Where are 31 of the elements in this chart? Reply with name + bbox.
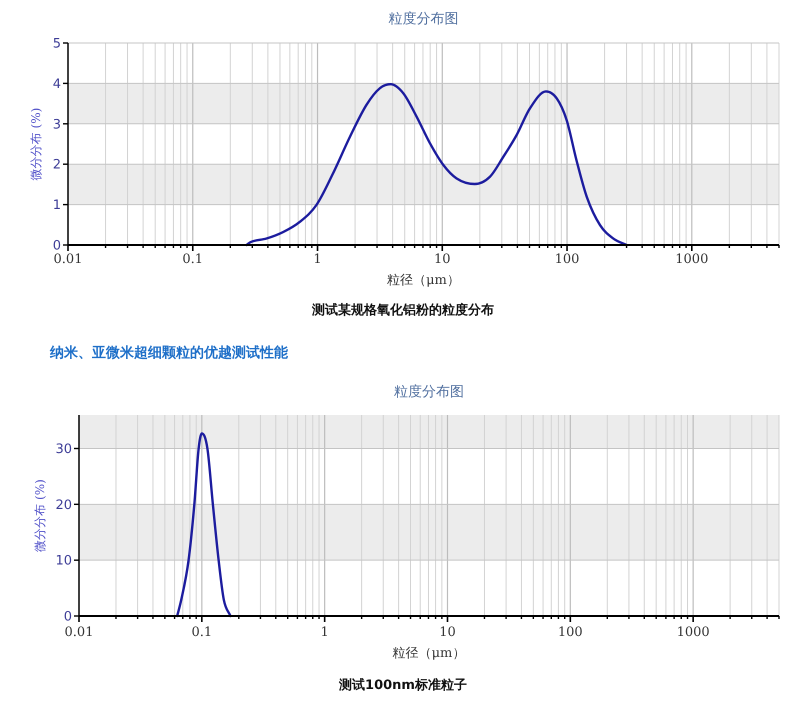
xlabel: 粒径（μm）	[392, 646, 466, 661]
title: 粒度分布图	[388, 11, 458, 27]
annotation: 测试某规格氧化铝粉的粒度分布	[312, 303, 494, 318]
title: 粒度分布图	[394, 384, 464, 400]
ylabel: 微分分布 (%)	[33, 479, 47, 552]
y-tick-label: 10	[55, 554, 72, 569]
x-tick-label: 0.1	[191, 625, 212, 640]
annotation: 测试100nm标准粒子	[339, 678, 467, 693]
y-tick-label: 5	[52, 36, 61, 52]
x-tick-label: 1	[320, 625, 329, 640]
x-tick-label: 0.01	[54, 252, 82, 267]
y-tick-label: 2	[52, 158, 61, 173]
y-tick-label: 0	[52, 238, 61, 254]
x-tick-label: 0.1	[182, 252, 204, 267]
x-tick-label: 1	[313, 252, 322, 267]
y-tick-label: 1	[52, 198, 61, 214]
annotation: 纳米、亚微米超细颗粒的优越测试性能	[50, 345, 288, 361]
y-tick-label: 30	[55, 442, 72, 457]
y-tick-label: 4	[52, 76, 61, 92]
xlabel: 粒径（μm）	[387, 273, 460, 288]
x-tick-label: 10	[439, 625, 456, 640]
x-tick-label: 1000	[676, 625, 710, 640]
y-tick-label: 20	[55, 498, 72, 513]
y-tick-label: 0	[64, 610, 72, 624]
x-tick-label: 1000	[675, 252, 708, 267]
x-tick-label: 100	[558, 625, 583, 640]
y-tick-label: 3	[52, 117, 61, 132]
x-tick-label: 100	[554, 252, 580, 267]
x-tick-label: 0.01	[64, 625, 94, 640]
ylabel: 微分分布 (%)	[29, 108, 43, 180]
x-tick-label: 10	[434, 252, 451, 267]
